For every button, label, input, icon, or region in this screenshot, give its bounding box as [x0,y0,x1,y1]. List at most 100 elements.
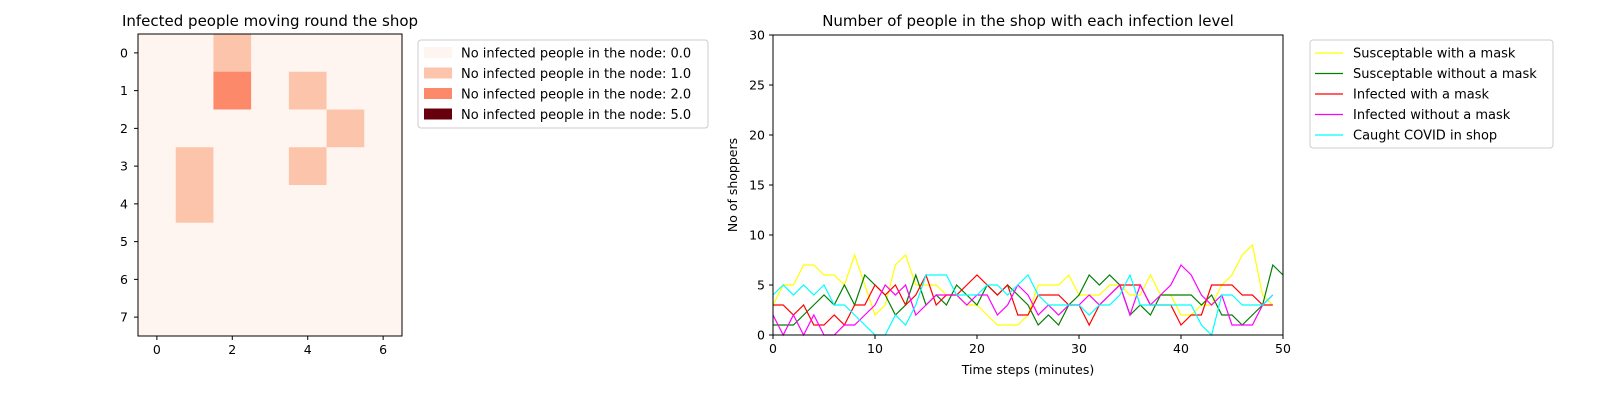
heatmap-cell [251,71,290,110]
line-series [773,273,1273,327]
line-panel: Number of people in the shop with each i… [725,12,1554,377]
heatmap-cell [175,147,214,186]
line-series [772,263,1274,337]
line-y-tick-label: 30 [749,28,765,43]
line-x-tick-label: 20 [969,341,985,356]
line-legend-label: Susceptable without a mask [1353,67,1537,82]
heatmap-y-tick-label: 1 [120,83,128,98]
line-y-tick-label: 15 [749,178,765,193]
heatmap-cell [251,34,290,73]
heatmap-cell [175,71,214,110]
heatmap-cell [364,298,403,337]
line-x-ticks: 0 10 20 30 40 50 [769,335,1291,356]
heatmap-cell [175,222,214,261]
heatmap-cell [251,109,290,148]
heatmap-cell [326,109,365,148]
heatmap-cell [138,71,177,110]
line-y-tick-label: 5 [757,278,765,293]
line-x-tick-label: 50 [1275,341,1291,356]
heatmap-y-tick-label: 5 [120,234,128,249]
heatmap-cell [175,185,214,224]
heatmap-cell [213,260,252,299]
line-legend: Susceptable with a mask Susceptable witho… [1309,39,1554,149]
line-chart-title: Number of people in the shop with each i… [822,12,1234,30]
heatmap-cell [326,298,365,337]
heatmap-x-tick-label: 4 [304,342,312,357]
heatmap-cell [138,109,177,148]
heatmap-cell [288,109,328,148]
heatmap-cell [138,260,177,299]
heatmap-cell [213,298,252,337]
line-y-tick-label: 0 [757,328,765,343]
heatmap-cell [288,260,328,299]
line-legend-label: Caught COVID in shop [1353,129,1497,144]
line-y-ticks: 0 5 10 15 20 25 30 [749,28,773,343]
heatmap-cell [364,147,403,186]
heatmap-legend-swatch [424,108,452,120]
heatmap-cell [364,185,403,224]
heatmap-cell [138,222,177,261]
heatmap-cell [288,222,328,261]
line-y-tick-label: 20 [749,128,765,143]
heatmap-legend-box [417,39,709,129]
heatmap-cell [213,71,252,110]
heatmap-y-tick-label: 6 [120,272,128,287]
heatmap-cell [251,260,290,299]
line-chart-frame [772,34,1284,336]
line-y-tick-label: 25 [749,78,765,93]
heatmap-cell [175,260,214,299]
heatmap-panel: Infected people moving round the shop 0 2… [120,12,709,357]
line-legend-label: Infected with a mask [1353,88,1489,103]
heatmap-cell [326,185,365,224]
heatmap-y-tick-label: 0 [120,45,128,60]
heatmap-y-tick-label: 4 [120,196,128,211]
line-x-axis-label: Time steps (minutes) [961,362,1094,377]
heatmap-x-tick-label: 2 [228,342,236,357]
line-y-tick-label: 10 [749,228,765,243]
heatmap-cell [364,34,403,73]
heatmap-cell [288,185,328,224]
heatmap-cell [326,71,365,110]
heatmap-legend-swatch [424,88,452,99]
heatmap-cell [213,34,252,73]
line-legend-items: Susceptable with a mask Susceptable witho… [1315,47,1537,144]
heatmap-cell [364,71,403,110]
heatmap-cell [138,34,177,73]
heatmap-title: Infected people moving round the shop [122,12,418,30]
heatmap-cell [213,185,252,224]
heatmap-y-tick-label: 3 [120,159,128,174]
heatmap-y-tick-label: 7 [120,310,128,325]
heatmap-cell [175,109,214,148]
heatmap-legend-label: No infected people in the node: 1.0 [461,67,691,82]
line-legend-box [1309,39,1554,149]
heatmap-cell [326,147,365,186]
heatmap-cell [138,147,177,186]
heatmap-y-tick-label: 2 [120,121,128,136]
heatmap-legend-label: No infected people in the node: 5.0 [461,108,691,123]
heatmap-cell [288,147,328,186]
heatmap-legend-swatch [424,67,452,79]
line-series [772,243,1274,326]
heatmap-cell [138,185,177,224]
line-legend-label: Susceptable with a mask [1353,47,1516,62]
heatmap-x-ticks: 0 2 4 6 [153,336,387,357]
heatmap-cell [251,298,290,337]
heatmap-cell [288,298,328,337]
heatmap-cell [288,71,328,110]
heatmap-legend: No infected people in the node: 0.0 No in… [417,39,709,129]
line-x-tick-label: 0 [769,341,777,356]
heatmap-x-tick-label: 6 [379,342,387,357]
line-series-group [772,243,1284,337]
heatmap-cell [288,34,328,73]
heatmap-legend-items: No infected people in the node: 0.0 No in… [424,47,691,123]
heatmap-cell [251,147,290,186]
line-x-tick-label: 30 [1071,341,1087,356]
heatmap-cell [326,34,365,73]
heatmap-cell [326,222,365,261]
heatmap-cell [326,260,365,299]
heatmap-cell [364,260,403,299]
heatmap-frame [137,33,403,337]
heatmap-cell [138,298,177,337]
heatmap-cell [213,109,252,148]
